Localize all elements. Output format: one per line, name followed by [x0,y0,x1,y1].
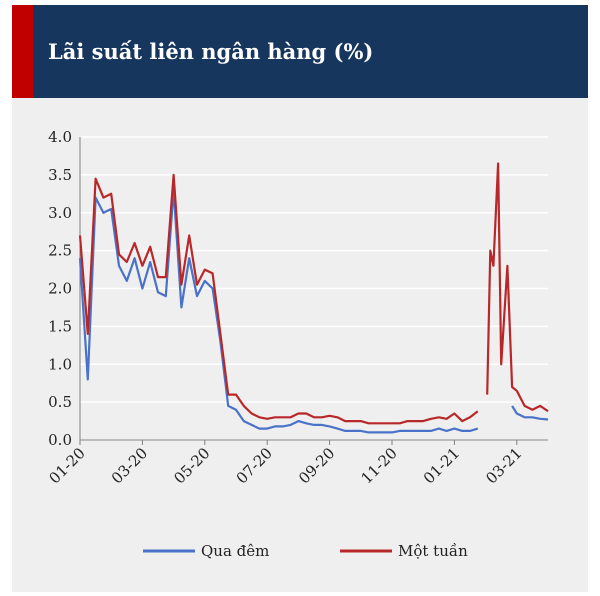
header-accent [12,5,33,98]
y-tick-label: 1.0 [48,355,72,373]
chart-title: Lãi suất liên ngân hàng (%) [48,39,373,64]
y-tick-label: 2.0 [48,280,72,298]
y-tick-label: 3.5 [48,166,72,184]
legend-label: Qua đêm [201,542,269,560]
chart-background [12,98,588,592]
y-tick-label: 0.0 [48,431,72,449]
y-tick-label: 1.5 [48,317,72,335]
series-line [78,162,549,425]
series-line [78,188,549,434]
y-tick-label: 0.5 [48,393,72,411]
y-tick-label: 3.0 [48,204,72,222]
y-tick-label: 2.5 [48,242,72,260]
y-tick-label: 4.0 [48,128,72,146]
header [12,5,588,98]
legend-label: Một tuần [398,542,468,560]
